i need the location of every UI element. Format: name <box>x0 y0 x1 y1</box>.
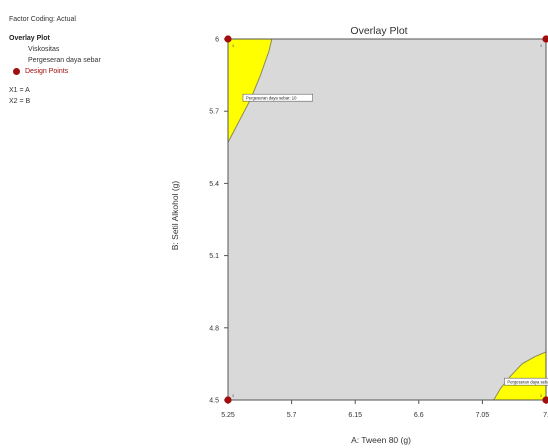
chart-title: Overlay Plot <box>350 25 407 37</box>
x-tick-label: 5.7 <box>287 412 297 419</box>
y-tick-label: 4.5 <box>209 398 219 405</box>
y-tick-label: 4.8 <box>209 325 219 332</box>
design-point-count-label: 3 <box>232 394 234 398</box>
contour-label-box <box>242 93 313 102</box>
design-point-count-label: 3 <box>232 44 234 48</box>
factor-coding-label: Factor Coding: Actual <box>9 16 76 23</box>
design-point-3 <box>542 396 548 404</box>
y-tick-label: 6 <box>215 37 219 44</box>
contour-label-0: Pergeseran daya sebar: 10 <box>242 93 313 102</box>
x-tick-label: 5.25 <box>221 412 235 419</box>
y-axis-label: B: Setil Alkohol (g) <box>170 181 180 251</box>
overlay-plot-heading: Overlay Plot <box>9 35 50 42</box>
feasible-region-top-left <box>228 39 272 143</box>
x-tick-label: 7. <box>543 412 548 419</box>
y-tick-label: 5.4 <box>209 181 219 188</box>
design-point-dot-icon <box>13 68 20 75</box>
x-tick-label: 6.6 <box>414 412 424 419</box>
design-point-count-label: 3 <box>540 394 542 398</box>
design-point-1 <box>542 35 548 43</box>
contour-label-box <box>504 377 548 386</box>
design-points-legend: Design Points <box>9 66 159 77</box>
design-points-label: Design Points <box>25 68 69 75</box>
legend-panel: Factor Coding: Actual Overlay Plot Visko… <box>9 14 159 107</box>
factor-x1-label: X1 = A <box>9 87 30 94</box>
design-point-0 <box>224 35 232 43</box>
response-pergeseran-label: Pergeseran daya sebar <box>28 57 101 64</box>
contour-label-text: Pergeseran daya sebar: 10 <box>246 96 297 101</box>
x-tick-label: 7.05 <box>476 412 490 419</box>
x-axis-label: A: Tween 80 (g) <box>351 435 411 445</box>
feasible-region-bottom-right <box>493 351 546 400</box>
response-viskositas-label: Viskositas <box>28 46 60 53</box>
design-point-count-label: 3 <box>540 44 542 48</box>
contour-label-1: Pergeseran daya sebar: 10 <box>504 377 548 386</box>
design-point-2 <box>224 396 232 404</box>
infeasible-region <box>228 39 546 400</box>
factor-x2-label: X2 = B <box>9 98 31 105</box>
y-tick-label: 5.1 <box>209 253 219 260</box>
plot-frame <box>227 38 547 401</box>
contour-line-top-left <box>228 39 273 143</box>
contour-label-text: Pergeseran daya sebar: 10 <box>507 380 548 385</box>
contour-line-bottom-right <box>493 351 546 400</box>
y-tick-label: 5.7 <box>209 109 219 116</box>
x-tick-label: 6.15 <box>348 412 362 419</box>
